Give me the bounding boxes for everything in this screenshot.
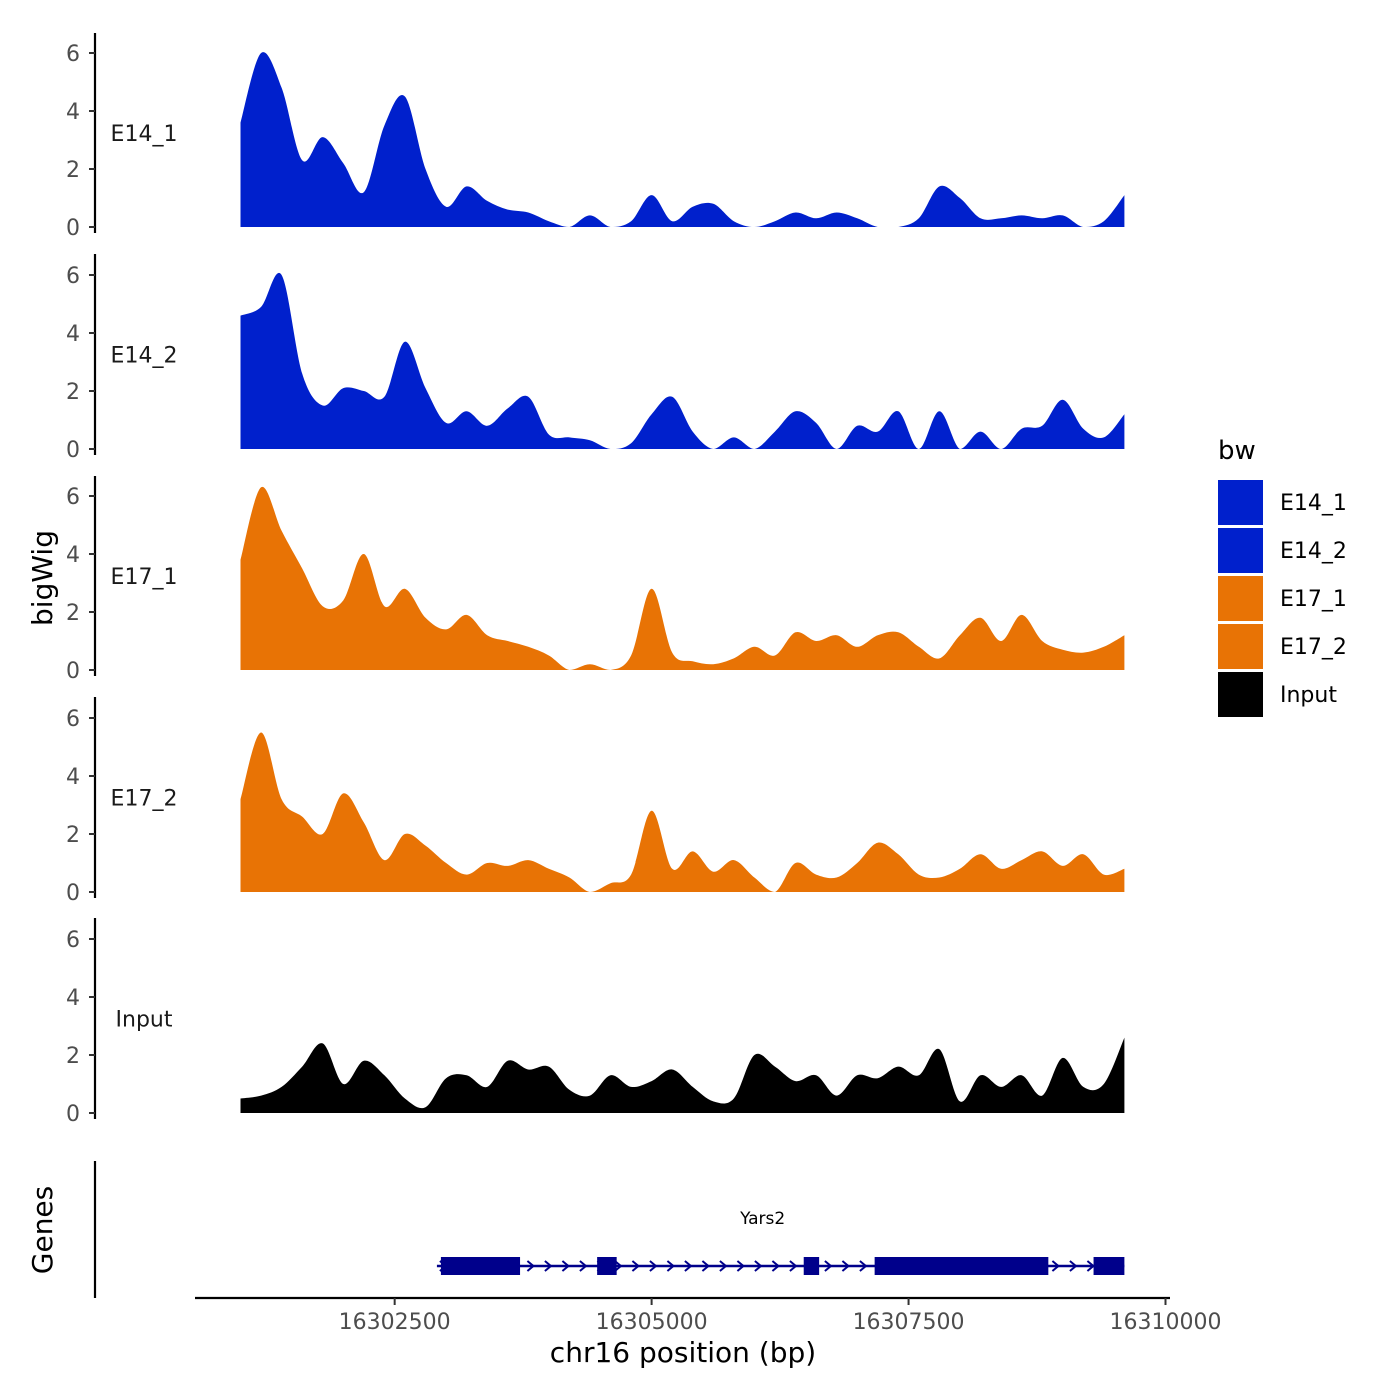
gene-exon [803,1257,820,1275]
genes-axis-title: Genes [26,1186,59,1274]
gene-panel: Yars2 [93,1161,1125,1298]
strand-arrow [754,1260,763,1272]
track-input: Input 0 2 4 6 [66,918,1125,1127]
area-e14-2 [240,272,1125,449]
y-tick-label: 2 [66,380,80,405]
strand-arrow [1051,1260,1060,1272]
gene-name: Yars2 [739,1209,785,1229]
y-tick-label: 6 [66,928,80,953]
track-e14-1: E14_1 0 2 4 6 [66,33,1125,241]
y-tick-label: 4 [66,322,80,347]
track-label: E17_1 [111,565,178,590]
y-tick-label: 6 [66,485,80,510]
legend-swatch-e17-2 [1218,624,1263,669]
strand-arrow [859,1260,868,1272]
y-tick-label: 0 [66,438,80,463]
x-tick-label: 16310000 [1110,1310,1222,1335]
strand-arrow [666,1260,675,1272]
x-axis: 16302500 16305000 16307500 16310000 [195,1296,1222,1335]
legend-label-e14-2: E14_2 [1280,539,1347,564]
y-tick-label: 2 [66,158,80,183]
strand-arrow [649,1260,658,1272]
strand-arrow [684,1260,693,1272]
track-label: Input [116,1008,173,1033]
y-tick-label: 0 [66,1102,80,1127]
legend-swatch-e17-1 [1218,576,1263,621]
strand-arrow [544,1260,553,1272]
track-label: E14_2 [111,344,178,369]
y-tick-label: 0 [66,881,80,906]
track-panels: E14_10246E14_20246E17_10246E17_20246Inpu… [66,33,1125,1127]
y-tick-label: 4 [66,765,80,790]
strand-arrow [824,1260,833,1272]
legend-swatch-e14-1 [1218,480,1263,525]
y-tick-label: 0 [66,216,80,241]
area-e17-2 [240,732,1125,892]
strand-arrow [614,1260,623,1272]
strand-arrow [841,1260,850,1272]
track-label: E14_1 [111,122,178,147]
gene-exon [1093,1257,1125,1275]
strand-arrow [789,1260,798,1272]
area-e17-1 [240,486,1125,670]
legend-title: bw [1218,436,1256,466]
x-axis-title: chr16 position (bp) [550,1336,816,1369]
legend-label-input: Input [1280,683,1337,708]
strand-arrow [561,1260,570,1272]
y-tick-label: 6 [66,707,80,732]
legend-label-e17-1: E17_1 [1280,587,1347,612]
strand-arrow [526,1260,535,1272]
strand-arrow [719,1260,728,1272]
track-label: E17_2 [111,787,178,812]
y-tick-label: 4 [66,100,80,125]
area-input [240,1037,1125,1113]
strand-arrow [771,1260,780,1272]
gene-exon [440,1257,521,1275]
gene-exon [597,1257,617,1275]
y-tick-label: 4 [66,986,80,1011]
track-e14-2: E14_2 0 2 4 6 [66,254,1125,463]
strand-arrow [631,1260,640,1272]
y-tick-label: 2 [66,823,80,848]
strand-arrow [1069,1260,1078,1272]
y-tick-label: 6 [66,42,80,67]
x-tick-label: 16302500 [339,1310,451,1335]
strand-arrow [1086,1260,1095,1272]
track-e17-2: E17_2 0 2 4 6 [66,697,1125,906]
strand-arrow [701,1260,710,1272]
y-axis-title: bigWig [26,530,59,626]
y-tick-label: 2 [66,1044,80,1069]
y-tick-label: 6 [66,264,80,289]
y-tick-label: 2 [66,601,80,626]
x-tick-label: 16307500 [853,1310,965,1335]
strand-arrow [736,1260,745,1272]
gene-exon [874,1257,1049,1275]
x-tick-label: 16305000 [596,1310,708,1335]
track-e17-1: E17_1 0 2 4 6 [66,476,1125,684]
legend-swatch-input [1218,672,1263,717]
legend-label-e17-2: E17_2 [1280,635,1347,660]
legend-swatch-e14-2 [1218,528,1263,573]
legend: bw E14_1 E14_2 E17_1 E17_2 Input [1218,436,1347,717]
area-e14-1 [240,52,1125,227]
y-tick-label: 0 [66,659,80,684]
y-tick-label: 4 [66,543,80,568]
strand-arrow [579,1260,588,1272]
legend-label-e14-1: E14_1 [1280,491,1347,516]
